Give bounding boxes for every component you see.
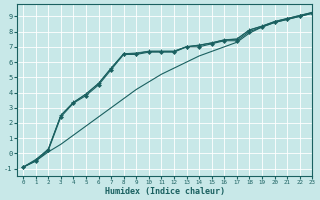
- X-axis label: Humidex (Indice chaleur): Humidex (Indice chaleur): [105, 187, 225, 196]
